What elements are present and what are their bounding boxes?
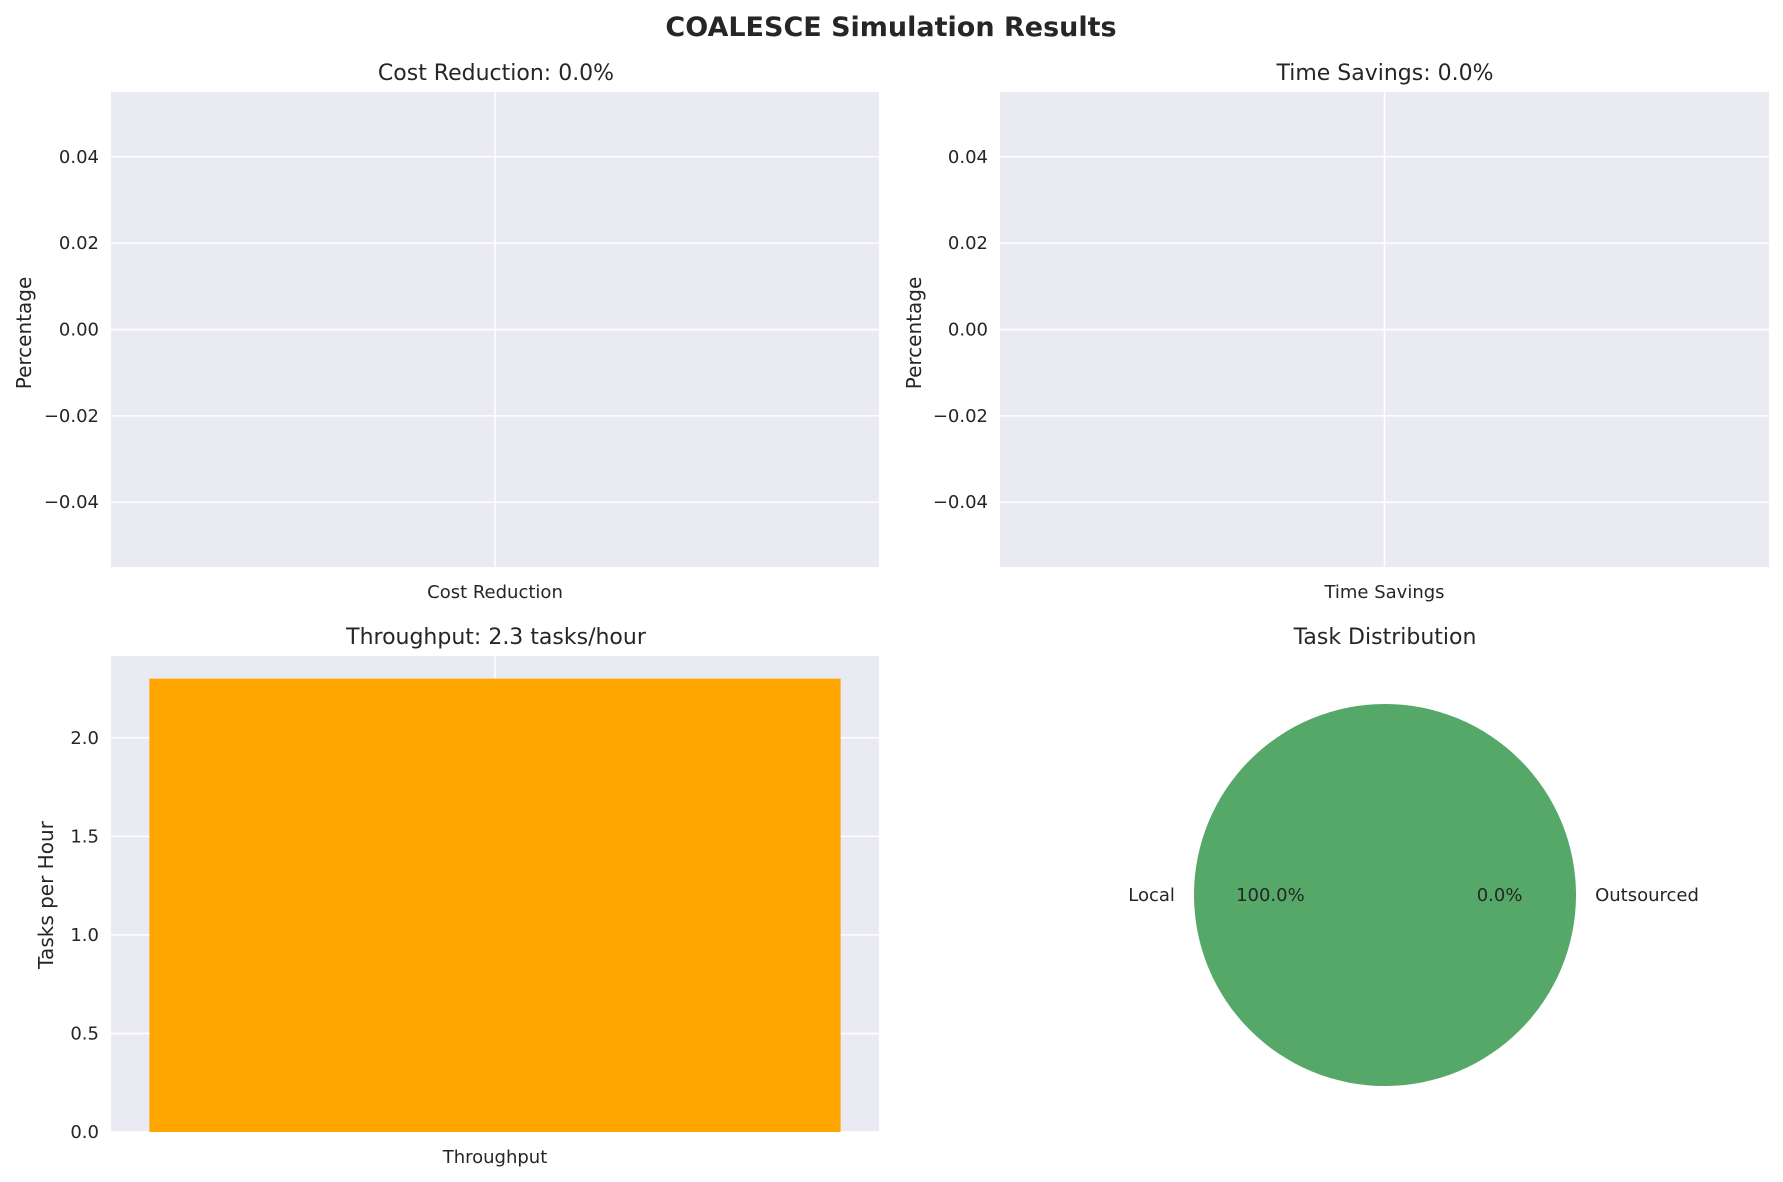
pie-label-local: Local bbox=[1128, 885, 1175, 906]
time-savings-ylabel: Percentage bbox=[902, 277, 926, 390]
time-savings-ytick-label: 0.02 bbox=[948, 233, 988, 254]
time-savings-ytick-label: 0.00 bbox=[948, 320, 988, 341]
throughput-ytick-label: 1.5 bbox=[70, 826, 99, 847]
cost-reduction-xtick-label: Cost Reduction bbox=[427, 582, 563, 603]
time-savings-title: Time Savings: 0.0% bbox=[1275, 61, 1493, 86]
throughput-ytick-label: 2.0 bbox=[70, 728, 99, 749]
cost-reduction-ytick-label: 0.00 bbox=[59, 320, 99, 341]
cost-reduction-ylabel: Percentage bbox=[12, 277, 36, 390]
throughput-ytick-label: 1.0 bbox=[70, 925, 99, 946]
time-savings-xtick-label: Time Savings bbox=[1323, 582, 1444, 603]
time-savings-ytick-label: −0.02 bbox=[933, 406, 988, 427]
task-distribution-panel: Task Distribution Local 100.0% Outsourced 0… bbox=[1128, 625, 1699, 1086]
cost-reduction-ytick-label: −0.02 bbox=[44, 406, 99, 427]
cost-reduction-ytick-label: 0.04 bbox=[59, 147, 99, 168]
figure-suptitle: COALESCE Simulation Results bbox=[665, 12, 1116, 43]
throughput-xtick-label: Throughput bbox=[442, 1147, 548, 1168]
cost-reduction-title: Cost Reduction: 0.0% bbox=[378, 61, 614, 86]
throughput-title: Throughput: 2.3 tasks/hour bbox=[345, 625, 647, 650]
pie-pct-label-local: 100.0% bbox=[1236, 885, 1305, 906]
throughput-ytick-label: 0.5 bbox=[70, 1023, 99, 1044]
time-savings-ytick-label: −0.04 bbox=[933, 492, 988, 513]
throughput-ytick-label: 0.0 bbox=[70, 1122, 99, 1143]
time-savings-panel: Time Savings: 0.0% Percentage 0.040.020.… bbox=[902, 61, 1769, 603]
cost-reduction-axes: 0.04 0.02 0.00 −0.02 −0.04 Cost Reduction bbox=[44, 92, 879, 603]
time-savings-ytick-label: 0.04 bbox=[948, 147, 988, 168]
throughput-ylabel: Tasks per Hour bbox=[34, 820, 58, 969]
pie-pct-label-outsourced: 0.0% bbox=[1477, 885, 1523, 906]
pie-label-outsourced: Outsourced bbox=[1595, 885, 1699, 906]
cost-reduction-panel: Cost Reduction: 0.0% Percentage 0.04 0.02… bbox=[12, 61, 879, 603]
cost-reduction-ytick-label: −0.04 bbox=[44, 492, 99, 513]
cost-reduction-ytick-label: 0.02 bbox=[59, 233, 99, 254]
task-distribution-title: Task Distribution bbox=[1293, 625, 1477, 650]
throughput-axes: 2.0 1.5 1.0 0.5 0.0 Throughput bbox=[70, 656, 879, 1168]
throughput-bar bbox=[149, 679, 840, 1132]
throughput-panel: Throughput: 2.3 tasks/hour Tasks per Hou… bbox=[34, 625, 879, 1168]
time-savings-axes: 0.04 0.02 0.00 −0.02 −0.04 Time Savings bbox=[933, 92, 1769, 603]
